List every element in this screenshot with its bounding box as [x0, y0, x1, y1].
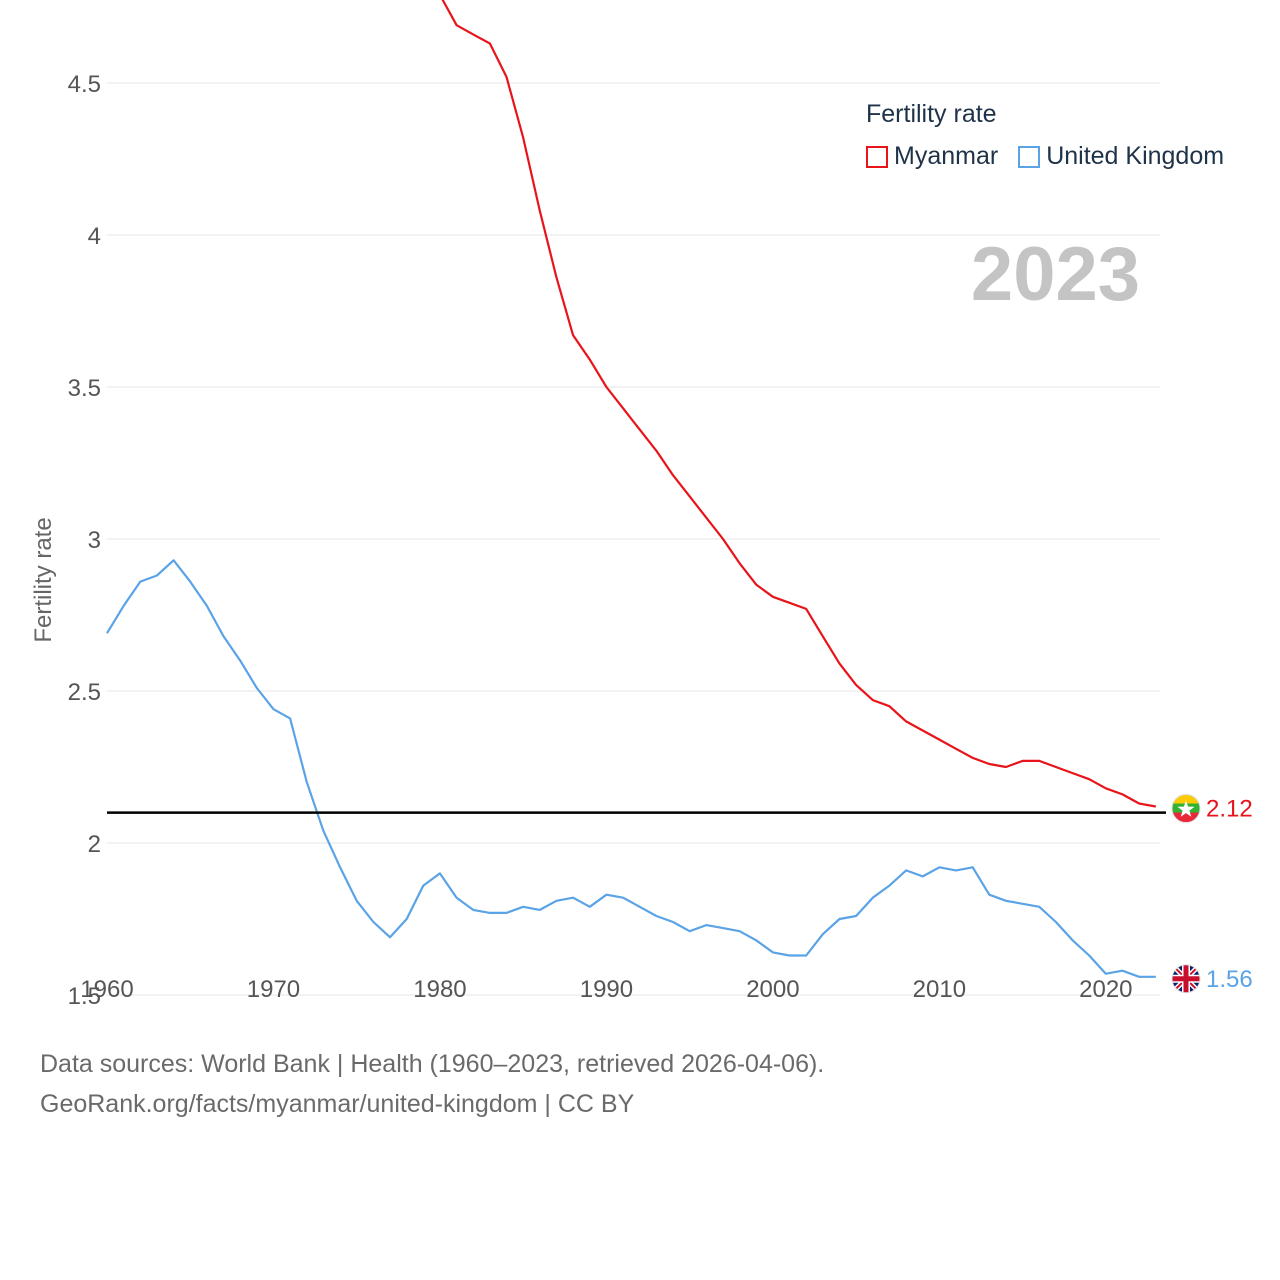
end-value-label: 2.12 [1206, 796, 1253, 823]
legend-item-myanmar[interactable]: Myanmar [866, 142, 998, 171]
gridlines [107, 82, 1160, 996]
uk-flag-icon [1171, 964, 1201, 994]
legend-swatch-united-kingdom [1018, 145, 1041, 168]
y-axis-tick-labels: 1.522.533.544.555.56 [68, 71, 101, 1010]
y-tick-label: 3.5 [68, 375, 101, 402]
footer: Data sources: World Bank | Health (1960–… [40, 1044, 824, 1124]
x-tick-label: 2010 [913, 976, 966, 1003]
end-value-label: 1.56 [1206, 966, 1253, 993]
x-tick-label: 1960 [80, 976, 133, 1003]
legend-label-united-kingdom: United Kingdom [1046, 142, 1225, 170]
data-series [106, 0, 1156, 978]
y-axis-label: Fertility rate [30, 517, 57, 642]
legend-label-myanmar: Myanmar [894, 142, 999, 170]
y-tick-label: 2.5 [68, 679, 101, 706]
series-line-myanmar [441, 0, 1156, 808]
legend-swatch-myanmar [866, 145, 888, 168]
end-markers: 2.12 1.56 [1171, 794, 1253, 994]
legend-item-united-kingdom[interactable]: United Kingdom [1018, 142, 1224, 171]
footer-link[interactable]: GeoRank.org/facts/myanmar/united-kingdom… [40, 1090, 635, 1118]
x-axis-tick-labels: 1960 1970 1980 1990 2000 2010 2020 [80, 976, 1132, 1003]
series-line-united-kingdom [106, 559, 1156, 978]
x-tick-label: 1980 [413, 976, 466, 1003]
year-watermark: 2023 [971, 232, 1140, 317]
x-tick-label: 2020 [1079, 976, 1132, 1003]
y-tick-label: 4.5 [68, 71, 101, 98]
footer-sources: Data sources: World Bank | Health (1960–… [40, 1050, 825, 1078]
y-tick-label: 4 [88, 223, 101, 250]
x-tick-label: 1970 [247, 976, 300, 1003]
y-tick-label: 2 [88, 831, 101, 858]
y-tick-label: 1.5 [68, 983, 101, 1010]
x-tick-label: 2000 [746, 976, 799, 1003]
y-tick-label: 3 [88, 527, 101, 554]
myanmar-flag-icon [1171, 794, 1201, 824]
legend-title: Fertility rate [866, 100, 997, 128]
legend: Myanmar United Kingdom [866, 142, 1244, 171]
x-tick-label: 1990 [580, 976, 633, 1003]
